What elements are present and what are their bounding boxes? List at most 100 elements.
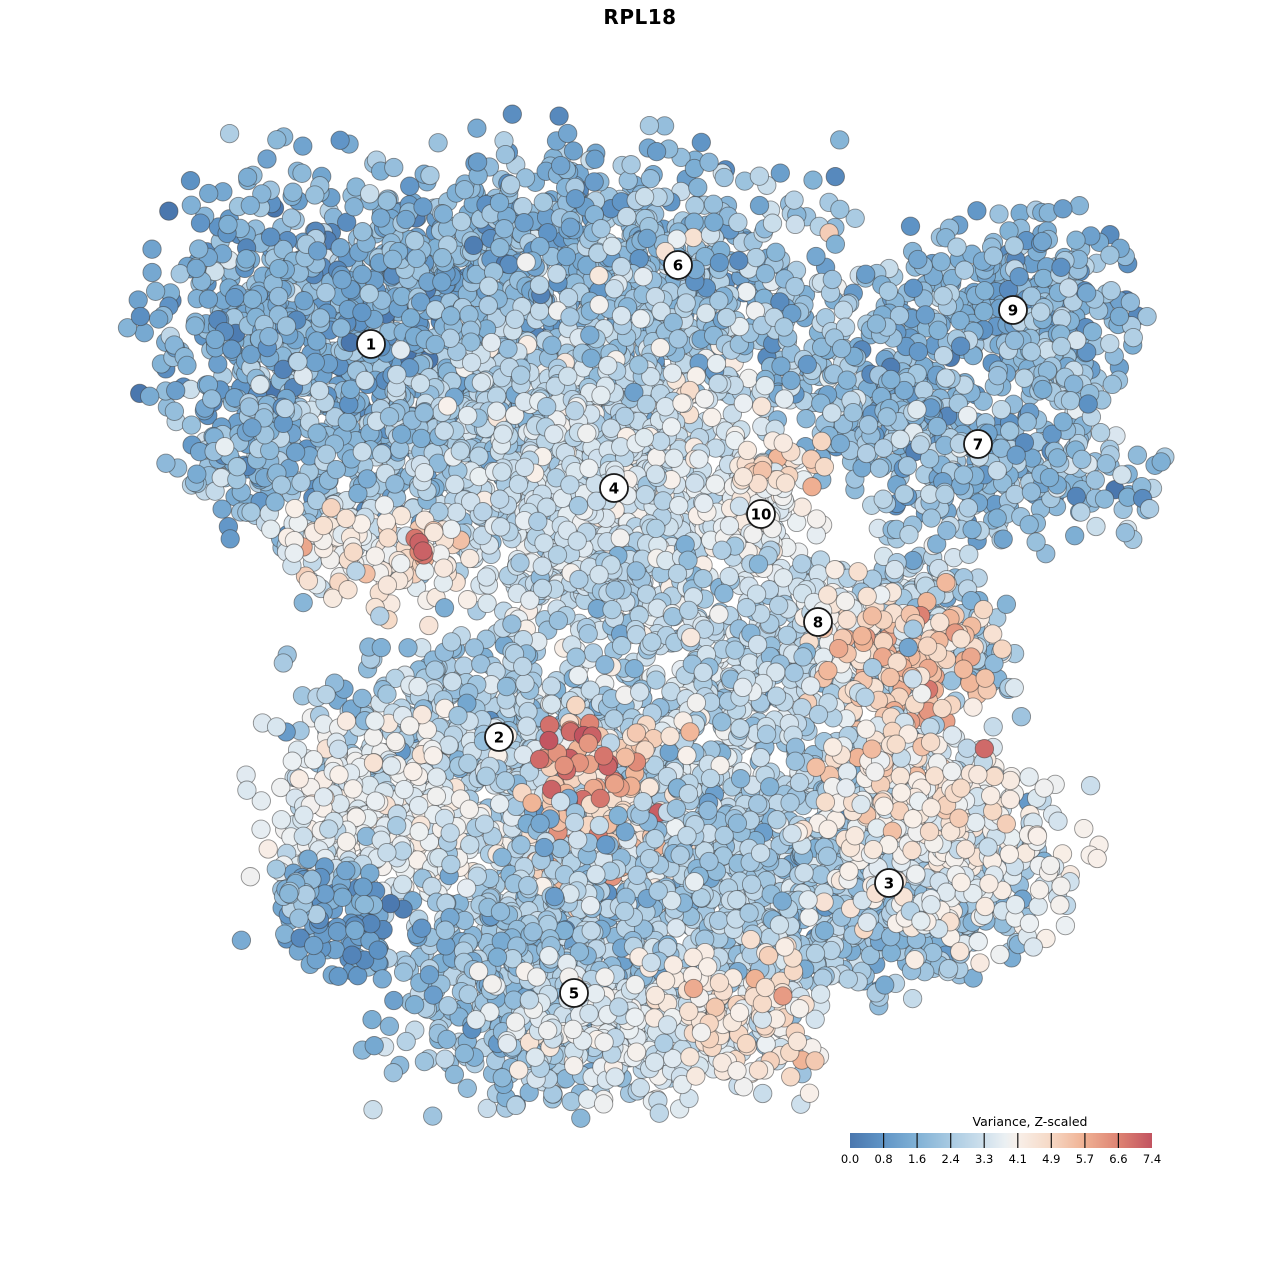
- data-point: [989, 204, 1009, 224]
- data-points: [117, 104, 1175, 1128]
- data-point: [202, 389, 222, 409]
- data-point: [806, 509, 827, 529]
- data-point: [825, 166, 845, 187]
- data-point: [704, 212, 724, 232]
- data-point: [714, 167, 734, 188]
- data-point: [637, 228, 657, 249]
- data-point: [1004, 236, 1024, 256]
- data-point: [268, 286, 289, 307]
- data-point: [885, 559, 905, 580]
- data-point: [605, 580, 625, 600]
- data-point: [419, 615, 439, 636]
- data-point: [563, 141, 584, 161]
- data-point: [837, 370, 857, 390]
- data-point: [401, 308, 421, 328]
- data-point: [558, 123, 578, 144]
- data-point: [784, 190, 804, 210]
- data-point: [236, 249, 256, 269]
- data-point: [261, 519, 281, 539]
- data-point: [414, 462, 434, 483]
- data-point: [493, 424, 513, 444]
- data-point: [473, 502, 493, 522]
- data-point: [365, 546, 385, 566]
- data-point: [636, 394, 657, 415]
- data-point: [646, 141, 667, 162]
- data-point: [1021, 482, 1042, 502]
- data-point: [284, 543, 304, 563]
- data-point: [445, 474, 465, 495]
- data-point: [769, 595, 789, 616]
- data-point: [551, 155, 571, 176]
- data-point: [285, 442, 306, 462]
- data-point: [560, 475, 580, 495]
- data-point: [330, 130, 350, 150]
- data-point: [205, 329, 225, 350]
- data-point: [621, 155, 641, 175]
- data-point: [974, 281, 995, 301]
- data-point: [490, 489, 510, 509]
- data-point: [537, 397, 557, 417]
- data-point: [384, 157, 404, 178]
- data-point: [487, 401, 507, 421]
- data-point: [433, 204, 454, 224]
- data-point: [1069, 196, 1090, 216]
- data-point: [385, 474, 405, 494]
- data-point: [1064, 374, 1084, 394]
- data-point: [500, 175, 521, 195]
- data-point: [900, 216, 921, 236]
- data-point: [186, 258, 206, 279]
- data-point: [478, 295, 498, 316]
- data-point: [736, 598, 757, 618]
- data-point: [1071, 502, 1091, 522]
- data-point: [1014, 368, 1034, 388]
- data-point: [463, 235, 484, 256]
- data-point: [352, 222, 373, 242]
- data-point: [1115, 523, 1135, 543]
- data-point: [372, 444, 392, 464]
- data-point: [676, 293, 696, 313]
- data-point: [814, 457, 835, 477]
- data-point: [584, 172, 604, 192]
- data-point: [379, 407, 400, 427]
- data-point: [931, 252, 951, 272]
- data-point: [267, 130, 287, 150]
- data-point: [806, 246, 826, 267]
- data-point: [292, 163, 312, 183]
- data-point: [1017, 412, 1037, 432]
- data-point: [634, 187, 655, 207]
- data-point: [400, 176, 420, 196]
- data-point: [288, 351, 308, 372]
- data-point: [242, 289, 263, 309]
- data-point: [310, 308, 331, 328]
- data-point: [432, 248, 452, 268]
- data-point: [181, 415, 202, 435]
- data-point: [683, 227, 703, 248]
- data-point: [762, 213, 783, 233]
- data-point: [529, 301, 550, 321]
- data-point: [833, 300, 854, 320]
- data-point: [581, 348, 601, 368]
- data-point: [377, 191, 397, 211]
- data-point: [257, 149, 277, 169]
- data-point: [933, 346, 954, 366]
- data-point: [635, 485, 656, 505]
- data-point: [935, 484, 955, 505]
- data-point: [580, 325, 600, 345]
- data-point: [967, 201, 987, 221]
- data-point: [242, 418, 262, 438]
- data-point: [560, 217, 581, 237]
- data-point: [265, 492, 285, 512]
- data-point: [1151, 452, 1171, 472]
- data-point: [1032, 231, 1053, 252]
- data-point: [457, 590, 478, 610]
- data-point: [271, 475, 292, 495]
- data-point: [812, 431, 832, 452]
- data-point: [405, 231, 425, 251]
- data-point: [856, 264, 876, 284]
- data-point: [145, 281, 166, 301]
- data-point: [177, 355, 197, 376]
- data-point: [467, 118, 487, 138]
- data-point: [974, 301, 994, 322]
- data-point: [283, 182, 303, 202]
